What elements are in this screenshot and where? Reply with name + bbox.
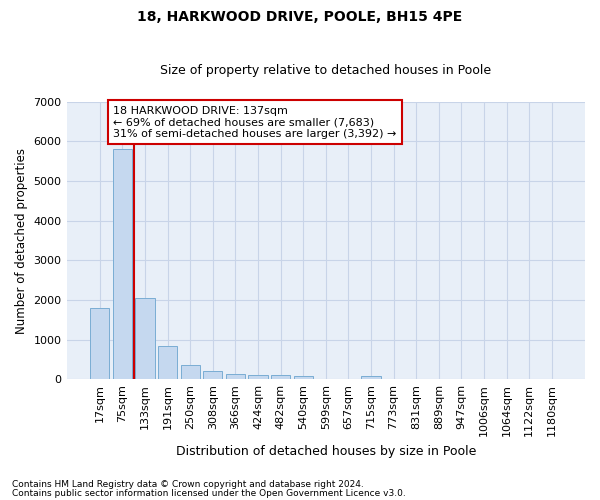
Text: Contains public sector information licensed under the Open Government Licence v3: Contains public sector information licen… bbox=[12, 488, 406, 498]
Text: 18 HARKWOOD DRIVE: 137sqm
← 69% of detached houses are smaller (7,683)
31% of se: 18 HARKWOOD DRIVE: 137sqm ← 69% of detac… bbox=[113, 106, 397, 139]
Bar bbox=[293, 376, 313, 380]
Bar bbox=[203, 370, 223, 380]
Bar bbox=[90, 308, 109, 380]
Bar bbox=[271, 376, 290, 380]
Bar bbox=[361, 376, 380, 380]
Text: Contains HM Land Registry data © Crown copyright and database right 2024.: Contains HM Land Registry data © Crown c… bbox=[12, 480, 364, 489]
Bar bbox=[248, 375, 268, 380]
Bar bbox=[181, 364, 200, 380]
Bar bbox=[158, 346, 177, 380]
X-axis label: Distribution of detached houses by size in Poole: Distribution of detached houses by size … bbox=[176, 444, 476, 458]
Bar bbox=[226, 374, 245, 380]
Bar bbox=[113, 150, 132, 380]
Title: Size of property relative to detached houses in Poole: Size of property relative to detached ho… bbox=[160, 64, 491, 77]
Bar bbox=[136, 298, 155, 380]
Y-axis label: Number of detached properties: Number of detached properties bbox=[15, 148, 28, 334]
Text: 18, HARKWOOD DRIVE, POOLE, BH15 4PE: 18, HARKWOOD DRIVE, POOLE, BH15 4PE bbox=[137, 10, 463, 24]
